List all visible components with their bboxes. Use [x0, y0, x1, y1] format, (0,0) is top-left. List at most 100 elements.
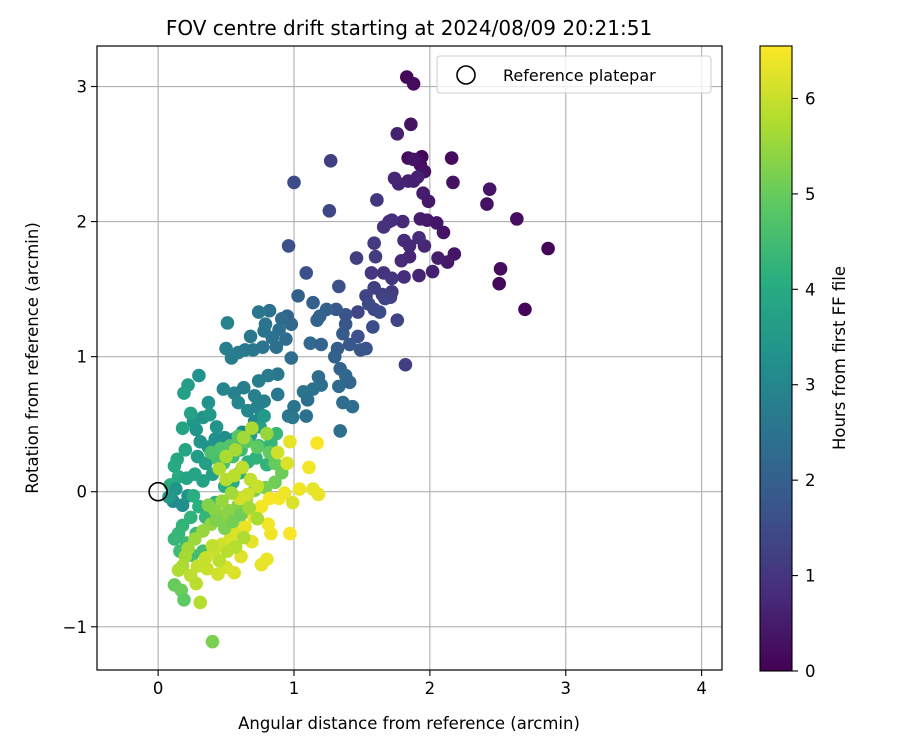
data-point — [277, 486, 292, 500]
data-point — [201, 395, 216, 410]
data-point — [186, 488, 201, 503]
chart-title: FOV centre drift starting at 2024/08/09 … — [166, 16, 652, 40]
data-point — [224, 351, 239, 365]
data-point — [327, 349, 342, 364]
legend-marker-icon — [456, 65, 476, 85]
data-point — [493, 262, 508, 276]
data-point — [281, 239, 296, 253]
data-point — [236, 530, 251, 545]
data-point — [177, 592, 191, 607]
data-point — [212, 553, 227, 568]
data-point — [200, 561, 214, 576]
data-point — [302, 460, 316, 475]
colorbar-scale — [759, 45, 793, 672]
data-point — [292, 482, 307, 496]
data-point — [431, 251, 445, 265]
data-point — [171, 563, 186, 577]
data-point — [351, 305, 365, 319]
data-point — [338, 317, 353, 332]
data-point — [310, 436, 324, 450]
data-point — [345, 399, 360, 414]
data-point — [402, 239, 417, 253]
data-point — [367, 236, 381, 250]
data-point — [342, 337, 357, 352]
data-point — [390, 126, 405, 141]
data-point — [353, 343, 368, 357]
y-tick-label: 1 — [77, 348, 88, 367]
data-point — [257, 409, 271, 423]
y-tick-label: 3 — [77, 78, 88, 97]
data-point — [209, 420, 224, 434]
data-point — [283, 526, 297, 541]
data-point — [425, 264, 440, 279]
data-point — [333, 424, 348, 438]
data-point — [404, 117, 418, 132]
x-axis-ticks: 0 1 2 3 4 — [153, 670, 707, 698]
data-point — [412, 268, 426, 283]
data-point — [250, 511, 265, 526]
data-point — [192, 368, 206, 383]
data-point — [387, 171, 402, 186]
colorbar-label: Hours from first FF file — [830, 266, 849, 450]
data-point — [492, 276, 506, 291]
data-point — [245, 421, 259, 436]
data-point — [342, 375, 357, 390]
data-point — [314, 337, 328, 352]
data-point — [372, 305, 387, 319]
y-axis-label: Rotation from reference (arcmin) — [23, 222, 42, 494]
data-point — [270, 445, 285, 460]
data-point — [220, 316, 235, 330]
data-point — [205, 538, 220, 553]
data-point — [215, 494, 229, 508]
data-point — [446, 175, 460, 190]
colorbar-tick-label: 3 — [805, 376, 816, 395]
legend-label: Reference platepar — [503, 66, 656, 85]
x-tick-label: 4 — [696, 679, 707, 698]
data-point — [216, 382, 231, 396]
data-point — [227, 565, 242, 580]
data-point — [250, 440, 265, 454]
data-point — [249, 451, 263, 465]
data-point — [280, 456, 295, 471]
data-point — [482, 182, 497, 196]
data-point — [406, 77, 421, 91]
data-point — [376, 220, 391, 234]
data-point — [183, 568, 198, 583]
legend: Reference platepar — [436, 55, 712, 94]
data-point — [167, 459, 182, 473]
data-point — [349, 251, 364, 265]
data-point — [243, 329, 258, 344]
data-point — [541, 241, 555, 256]
data-point — [167, 532, 182, 546]
data-point — [287, 175, 301, 190]
colorbar-tick-label: 6 — [805, 89, 816, 108]
data-point — [224, 486, 239, 500]
data-point — [332, 379, 346, 394]
colorbar: 0 1 2 3 4 5 6 Hours from first FF file — [759, 45, 849, 681]
data-point — [394, 253, 409, 268]
data-point — [385, 271, 399, 286]
data-point — [212, 461, 227, 476]
data-point — [279, 332, 293, 346]
data-point — [183, 406, 198, 421]
data-point — [205, 634, 220, 649]
data-point — [262, 491, 277, 506]
data-point — [313, 309, 327, 323]
y-axis-ticks: −1 0 1 2 3 — [63, 78, 97, 637]
legend-box — [436, 55, 712, 94]
data-point — [270, 387, 285, 402]
data-point — [250, 479, 265, 494]
data-point — [429, 216, 444, 230]
data-point — [518, 302, 532, 317]
x-axis-label: Angular distance from reference (arcmin) — [238, 714, 580, 733]
data-point — [231, 395, 246, 410]
x-tick-label: 2 — [425, 679, 436, 698]
data-point — [228, 443, 243, 457]
data-point — [262, 303, 277, 318]
data-point — [398, 357, 413, 372]
data-point — [260, 426, 274, 441]
data-point — [364, 266, 379, 280]
data-point — [390, 313, 405, 327]
data-point — [368, 249, 383, 264]
colorbar-tick-label: 5 — [805, 185, 816, 204]
